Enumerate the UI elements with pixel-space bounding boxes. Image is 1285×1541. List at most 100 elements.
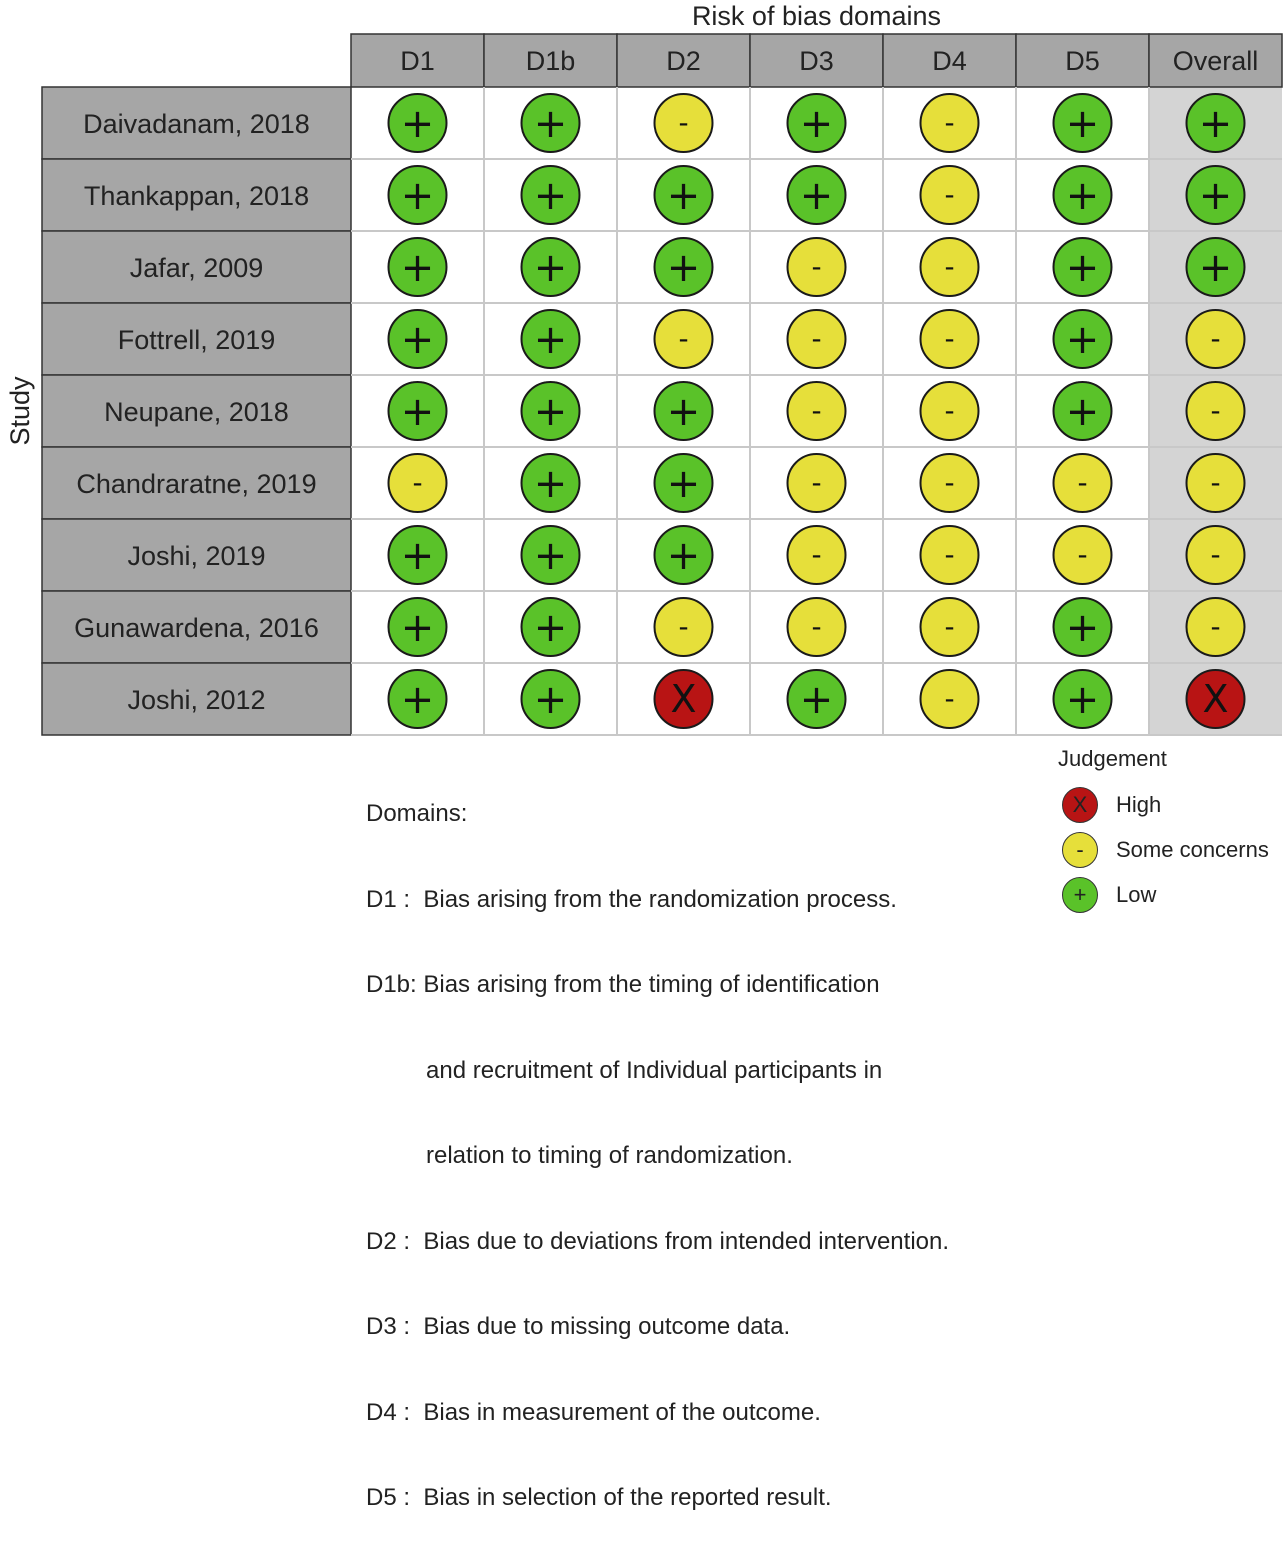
judgement-dot-neupane-2018-d4 (919, 381, 980, 441)
judgement-symbol-joshi-2012-d5: + (1066, 677, 1100, 723)
judgement-symbol-joshi-2012-d1b: + (534, 677, 568, 723)
judgement-dot-gunawardena-2016-d5 (1052, 597, 1113, 657)
domains-heading: Domains: (366, 800, 468, 827)
judgement-dot-thankappan-2018-d5 (1052, 165, 1113, 225)
judgement-symbol-joshi-2012-d4: - (944, 682, 954, 715)
study-label-joshi-2012: Joshi, 2012 (127, 685, 265, 715)
judgement-symbol-daivadanam-2018-d1b: + (534, 101, 568, 147)
study-label-box-jafar-2009 (41, 230, 352, 304)
judgement-dot-neupane-2018-d2 (653, 381, 714, 441)
judgement-symbol-gunawardena-2016-d1b: + (534, 605, 568, 651)
judgement-symbol-joshi-2012-overall: X (1202, 677, 1228, 721)
judgement-dot-gunawardena-2016-d3 (786, 597, 847, 657)
judgement-symbol-joshi-2012-d1: + (401, 677, 435, 723)
study-label-fottrell-2019: Fottrell, 2019 (118, 325, 276, 355)
study-label-box-joshi-2019 (41, 518, 352, 592)
legend-item-high: X High (1062, 786, 1161, 824)
judgement-dot-chandraratne-2019-d1 (387, 453, 448, 513)
judgement-dot-joshi-2019-d4 (919, 525, 980, 585)
judgement-symbol-joshi-2019-d1: + (401, 533, 435, 579)
judgement-dot-neupane-2018-d3 (786, 381, 847, 441)
judgement-dot-jafar-2009-d3 (786, 237, 847, 297)
judgement-dot-joshi-2012-d4 (919, 669, 980, 729)
judgement-dot-jafar-2009-d5 (1052, 237, 1113, 297)
judgement-symbol-joshi-2019-overall: - (1210, 538, 1220, 571)
legend-item-some-concerns: - Some concerns (1062, 831, 1269, 869)
judgement-symbol-chandraratne-2019-d3: - (811, 466, 821, 499)
judgement-dot-jafar-2009-overall (1185, 237, 1246, 297)
judgement-dot-gunawardena-2016-d1b (520, 597, 581, 657)
judgement-dot-fottrell-2019-d2 (653, 309, 714, 369)
judgement-symbol-joshi-2019-d1b: + (534, 533, 568, 579)
judgement-symbol-chandraratne-2019-d1: - (412, 466, 422, 499)
column-header-d2 (616, 33, 751, 88)
chart-title: Risk of bias domains (692, 1, 941, 31)
judgement-symbol-jafar-2009-d1b: + (534, 245, 568, 291)
judgement-symbol-fottrell-2019-d2: - (678, 322, 688, 355)
judgement-dot-joshi-2012-d1b (520, 669, 581, 729)
judgement-symbol-thankappan-2018-d1: + (401, 173, 435, 219)
judgement-dot-joshi-2012-d1 (387, 669, 448, 729)
judgement-symbol-joshi-2019-d2: + (667, 533, 701, 579)
judgement-dot-thankappan-2018-d1 (387, 165, 448, 225)
judgement-dot-neupane-2018-overall (1185, 381, 1246, 441)
judgement-dot-jafar-2009-d2 (653, 237, 714, 297)
judgement-symbol-chandraratne-2019-overall: - (1210, 466, 1220, 499)
judgement-dot-chandraratne-2019-overall (1185, 453, 1246, 513)
judgement-dot-daivadanam-2018-d4 (919, 93, 980, 153)
judgement-symbol-jafar-2009-d3: - (811, 250, 821, 283)
judgement-dot-chandraratne-2019-d1b (520, 453, 581, 513)
column-header-label-d3: D3 (799, 46, 834, 76)
judgement-dot-daivadanam-2018-overall (1185, 93, 1246, 153)
judgement-dot-thankappan-2018-overall (1185, 165, 1246, 225)
judgement-symbol-fottrell-2019-d1: + (401, 317, 435, 363)
judgement-symbol-daivadanam-2018-d1: + (401, 101, 435, 147)
judgement-symbol-neupane-2018-d3: - (811, 394, 821, 427)
column-header-d3 (749, 33, 884, 88)
judgement-dot-neupane-2018-d1 (387, 381, 448, 441)
judgement-dot-joshi-2012-d2 (653, 669, 714, 729)
judgement-symbol-thankappan-2018-d1b: + (534, 173, 568, 219)
y-axis-label: Study (5, 376, 35, 446)
judgement-symbol-chandraratne-2019-d1b: + (534, 461, 568, 507)
column-header-d4 (882, 33, 1017, 88)
judgement-dot-joshi-2019-d1b (520, 525, 581, 585)
judgement-symbol-daivadanam-2018-d3: + (800, 101, 834, 147)
judgement-dot-chandraratne-2019-d5 (1052, 453, 1113, 513)
judgement-symbol-fottrell-2019-d5: + (1066, 317, 1100, 363)
judgement-symbol-fottrell-2019-d1b: + (534, 317, 568, 363)
judgement-dot-fottrell-2019-d5 (1052, 309, 1113, 369)
judgement-symbol-fottrell-2019-d3: - (811, 322, 821, 355)
study-label-thankappan-2018: Thankappan, 2018 (84, 181, 309, 211)
judgement-symbol-jafar-2009-overall: + (1199, 245, 1233, 291)
judgement-dot-joshi-2019-d1 (387, 525, 448, 585)
judgement-symbol-neupane-2018-overall: - (1210, 394, 1220, 427)
judgement-dot-chandraratne-2019-d3 (786, 453, 847, 513)
judgement-dot-jafar-2009-d1b (520, 237, 581, 297)
judgement-dot-fottrell-2019-overall (1185, 309, 1246, 369)
judgement-symbol-thankappan-2018-d4: - (944, 178, 954, 211)
domain-line-d1b: D1b: Bias arising from the timing of ide… (366, 971, 880, 998)
judgement-symbol-gunawardena-2016-d2: - (678, 610, 688, 643)
study-label-box-gunawardena-2016 (41, 590, 352, 664)
domain-line-d4: D4 : Bias in measurement of the outcome. (366, 1398, 821, 1426)
judgement-symbol-jafar-2009-d2: + (667, 245, 701, 291)
judgement-symbol-daivadanam-2018-overall: + (1199, 101, 1233, 147)
judgement-symbol-joshi-2012-d3: + (800, 677, 834, 723)
study-label-box-joshi-2012 (41, 662, 352, 736)
judgement-dot-daivadanam-2018-d3 (786, 93, 847, 153)
judgement-dot-chandraratne-2019-d4 (919, 453, 980, 513)
judgement-symbol-jafar-2009-d1: + (401, 245, 435, 291)
judgement-dot-neupane-2018-d1b (520, 381, 581, 441)
judgement-symbol-thankappan-2018-d3: + (800, 173, 834, 219)
judgement-dot-gunawardena-2016-d4 (919, 597, 980, 657)
judgement-symbol-gunawardena-2016-overall: - (1210, 610, 1220, 643)
low-plus-icon: + (1062, 877, 1098, 913)
legend-label-high: High (1116, 792, 1162, 817)
high-x-icon: X (1062, 787, 1098, 823)
column-header-d1 (350, 33, 485, 88)
judgement-symbol-neupane-2018-d2: + (667, 389, 701, 435)
judgement-dot-daivadanam-2018-d5 (1052, 93, 1113, 153)
judgement-dot-thankappan-2018-d3 (786, 165, 847, 225)
judgement-symbol-chandraratne-2019-d5: - (1077, 466, 1087, 499)
